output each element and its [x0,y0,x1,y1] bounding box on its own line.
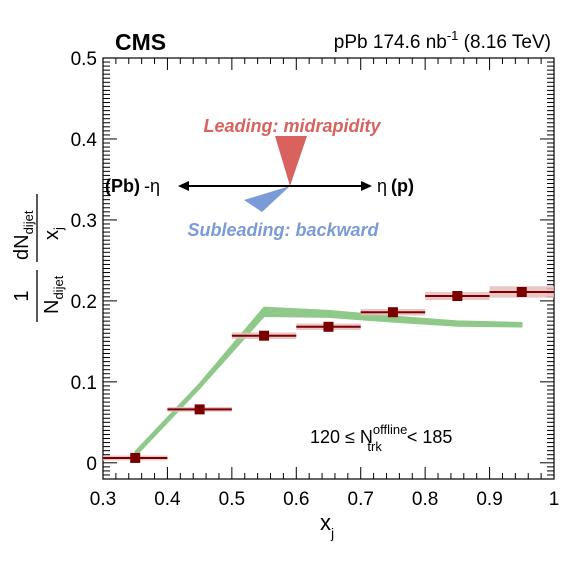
y-tick-label: 0.1 [71,373,97,394]
leading-jet-cone [275,136,307,186]
x-axis-title-sub: j [330,525,334,541]
minus-eta-label: -η [144,176,160,196]
lumi-exponent: -1 [447,28,459,43]
x-tick-label: 0.4 [154,489,181,510]
y-title-dn: dNdijet [11,210,36,260]
x-tick-label: 0.5 [219,489,245,510]
data-point [259,330,270,341]
p-label: (p) [391,176,414,196]
data-point [452,291,463,302]
x-axis-title-main: x [320,510,331,535]
forward-direction-label: η (p) [377,176,414,196]
y-tick-label: 0 [86,454,97,475]
data-point [323,321,334,332]
data-point [130,452,141,463]
y-title-x: xj [41,227,66,240]
y-tick-label: 0.3 [71,211,97,232]
x-tick-label: 1 [549,489,560,510]
multiplicity-selection: 120 ≤ Noffline trk < 185 [310,422,452,454]
x-axis: 0.3 0.4 0.5 0.6 0.7 0.8 0.9 1 [90,58,560,510]
subleading-jet-cone [244,186,290,212]
data-point [194,404,205,415]
kinematics-diagram: Leading: midrapidity (Pb) -η η (p) Sublead… [105,116,414,240]
data-point [516,286,527,297]
x-tick-label: 0.9 [476,489,502,510]
selection-subscript: trk [367,439,382,454]
model-band-layer [134,306,523,458]
lumi-suffix: (8.16 TeV) [458,32,551,53]
y-axis: 0 0.1 0.2 0.3 0.4 0.5 [71,49,554,480]
eta-label: η [377,176,387,196]
selection-suffix: < 185 [402,427,453,447]
selection-superscript: offline [373,422,407,437]
backward-direction-label: (Pb) -η [105,176,160,196]
x-axis-title: xj [320,510,334,541]
y-title-one: 1 [11,290,33,301]
x-tick-label: 0.7 [348,489,374,510]
x-tick-label: 0.8 [412,489,438,510]
x-tick-label: 0.3 [90,489,116,510]
luminosity-label: pPb 174.6 nb-1 (8.16 TeV) [334,28,551,53]
selection-prefix: 120 ≤ N [310,427,373,447]
model-band [134,306,523,458]
y-tick-label: 0.4 [71,130,98,151]
data-points-layer [103,286,554,463]
leading-label: Leading: midrapidity [203,116,381,136]
lumi-prefix: pPb 174.6 nb [334,32,447,53]
y-title-n: Ndijet [41,275,66,314]
experiment-label: CMS [115,29,166,55]
pb-label: (Pb) [105,176,140,196]
y-axis-title: 1 Ndijet dNdijet xj [11,194,66,322]
y-tick-label: 0.2 [71,292,97,313]
subleading-label: Subleading: backward [187,220,379,240]
data-point [387,307,398,318]
left-arrow-head [178,181,189,191]
right-arrow-head [361,181,372,191]
y-tick-label: 0.5 [71,49,97,70]
x-tick-label: 0.6 [283,489,309,510]
